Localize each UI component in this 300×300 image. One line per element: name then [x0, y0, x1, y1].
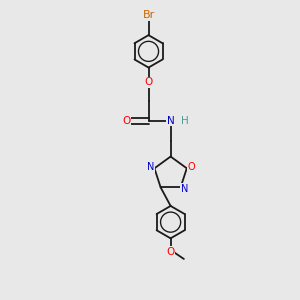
Text: N: N: [147, 162, 154, 172]
Text: H: H: [181, 116, 189, 126]
Text: N: N: [181, 184, 188, 194]
Text: Br: Br: [142, 10, 155, 20]
Text: O: O: [122, 116, 130, 126]
Text: N: N: [167, 116, 175, 126]
Text: O: O: [188, 162, 195, 172]
Text: O: O: [167, 247, 175, 256]
Text: O: O: [144, 77, 153, 87]
